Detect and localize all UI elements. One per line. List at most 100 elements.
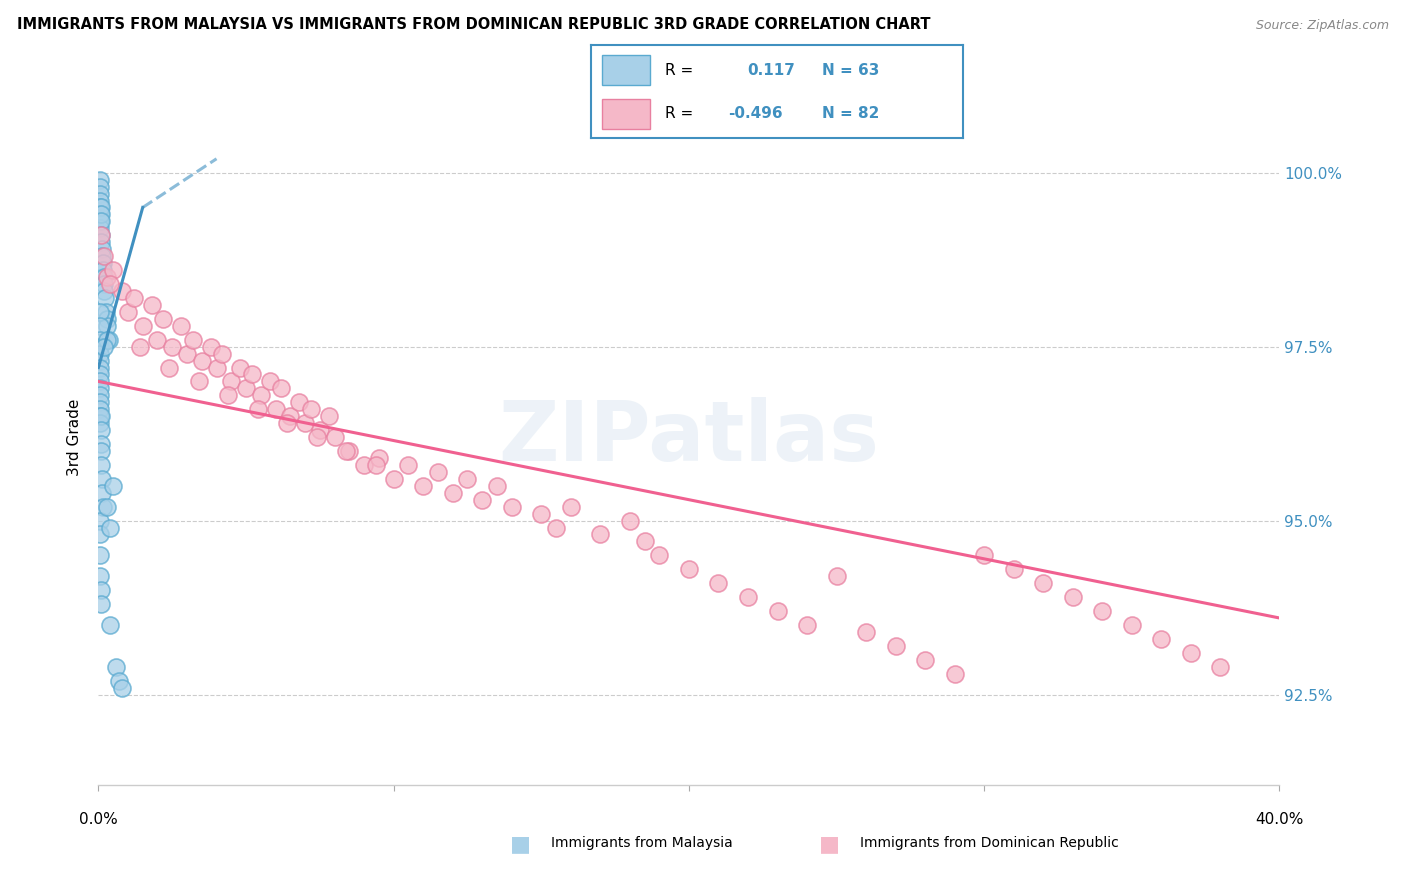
Point	[89, 388, 111, 402]
Point	[205, 360, 228, 375]
Point	[1150, 632, 1173, 646]
Point	[240, 368, 263, 382]
Point	[309, 423, 332, 437]
Point	[89, 194, 111, 208]
Point	[259, 375, 281, 389]
Point	[132, 318, 155, 333]
Point	[117, 305, 139, 319]
Point	[766, 604, 789, 618]
Point	[270, 381, 292, 395]
Point	[368, 450, 391, 465]
Point	[90, 423, 112, 437]
Text: -0.496: -0.496	[728, 106, 783, 121]
Point	[91, 242, 114, 256]
Point	[633, 534, 655, 549]
Point	[98, 520, 121, 534]
Point	[619, 514, 641, 528]
Point	[339, 444, 360, 458]
Point	[246, 402, 269, 417]
Point	[89, 353, 111, 368]
Point	[91, 485, 114, 500]
Point	[108, 673, 131, 688]
Text: ■: ■	[820, 834, 839, 854]
Point	[648, 549, 671, 563]
Point	[973, 549, 995, 563]
Point	[456, 472, 478, 486]
Point	[89, 172, 111, 186]
Point	[89, 186, 111, 201]
Point	[427, 465, 450, 479]
Point	[89, 514, 111, 528]
Point	[89, 368, 111, 382]
Text: IMMIGRANTS FROM MALAYSIA VS IMMIGRANTS FROM DOMINICAN REPUBLIC 3RD GRADE CORRELA: IMMIGRANTS FROM MALAYSIA VS IMMIGRANTS F…	[17, 18, 931, 32]
Point	[796, 618, 818, 632]
Point	[89, 416, 111, 430]
Point	[91, 256, 114, 270]
Point	[90, 409, 112, 424]
Text: Immigrants from Malaysia: Immigrants from Malaysia	[551, 837, 733, 850]
Text: ZIPatlas: ZIPatlas	[499, 397, 879, 477]
Point	[211, 346, 233, 360]
Point	[141, 298, 163, 312]
Point	[89, 409, 111, 424]
Point	[93, 277, 115, 291]
Point	[200, 340, 222, 354]
Point	[170, 318, 193, 333]
Point	[89, 360, 111, 375]
Point	[382, 472, 405, 486]
Point	[89, 381, 111, 395]
Point	[89, 221, 111, 235]
Point	[299, 402, 322, 417]
Point	[146, 333, 169, 347]
Point	[89, 402, 111, 417]
Point	[128, 340, 150, 354]
Point	[364, 458, 387, 472]
Point	[1032, 576, 1054, 591]
Point	[1002, 562, 1025, 576]
Point	[94, 305, 117, 319]
Text: Immigrants from Dominican Republic: Immigrants from Dominican Republic	[860, 837, 1119, 850]
Point	[294, 416, 316, 430]
Point	[96, 318, 118, 333]
Point	[737, 590, 759, 604]
Point	[93, 284, 115, 298]
Text: R =: R =	[665, 63, 693, 78]
Point	[914, 653, 936, 667]
Point	[111, 284, 134, 298]
Point	[235, 381, 257, 395]
Point	[91, 249, 114, 263]
Point	[90, 235, 112, 250]
Point	[1091, 604, 1114, 618]
Point	[90, 444, 112, 458]
Point	[288, 395, 311, 409]
Point	[471, 492, 494, 507]
Point	[530, 507, 553, 521]
Point	[229, 360, 252, 375]
Point	[546, 520, 568, 534]
Y-axis label: 3rd Grade: 3rd Grade	[67, 399, 83, 475]
Point	[103, 479, 125, 493]
Point	[93, 340, 115, 354]
Point	[589, 527, 612, 541]
Point	[943, 666, 966, 681]
Point	[217, 388, 239, 402]
Point	[89, 395, 111, 409]
Point	[176, 346, 198, 360]
Point	[707, 576, 730, 591]
Point	[90, 228, 112, 243]
Point	[97, 333, 120, 347]
Point	[1180, 646, 1202, 660]
Point	[1121, 618, 1143, 632]
Point	[96, 270, 118, 285]
Point	[96, 333, 118, 347]
Text: 40.0%: 40.0%	[1256, 813, 1303, 827]
Point	[89, 569, 111, 583]
Point	[89, 375, 111, 389]
Text: R =: R =	[665, 106, 693, 121]
Point	[264, 402, 287, 417]
Point	[89, 340, 111, 354]
Point	[98, 277, 121, 291]
Point	[152, 311, 174, 326]
Point	[96, 500, 118, 514]
Point	[1209, 659, 1232, 673]
